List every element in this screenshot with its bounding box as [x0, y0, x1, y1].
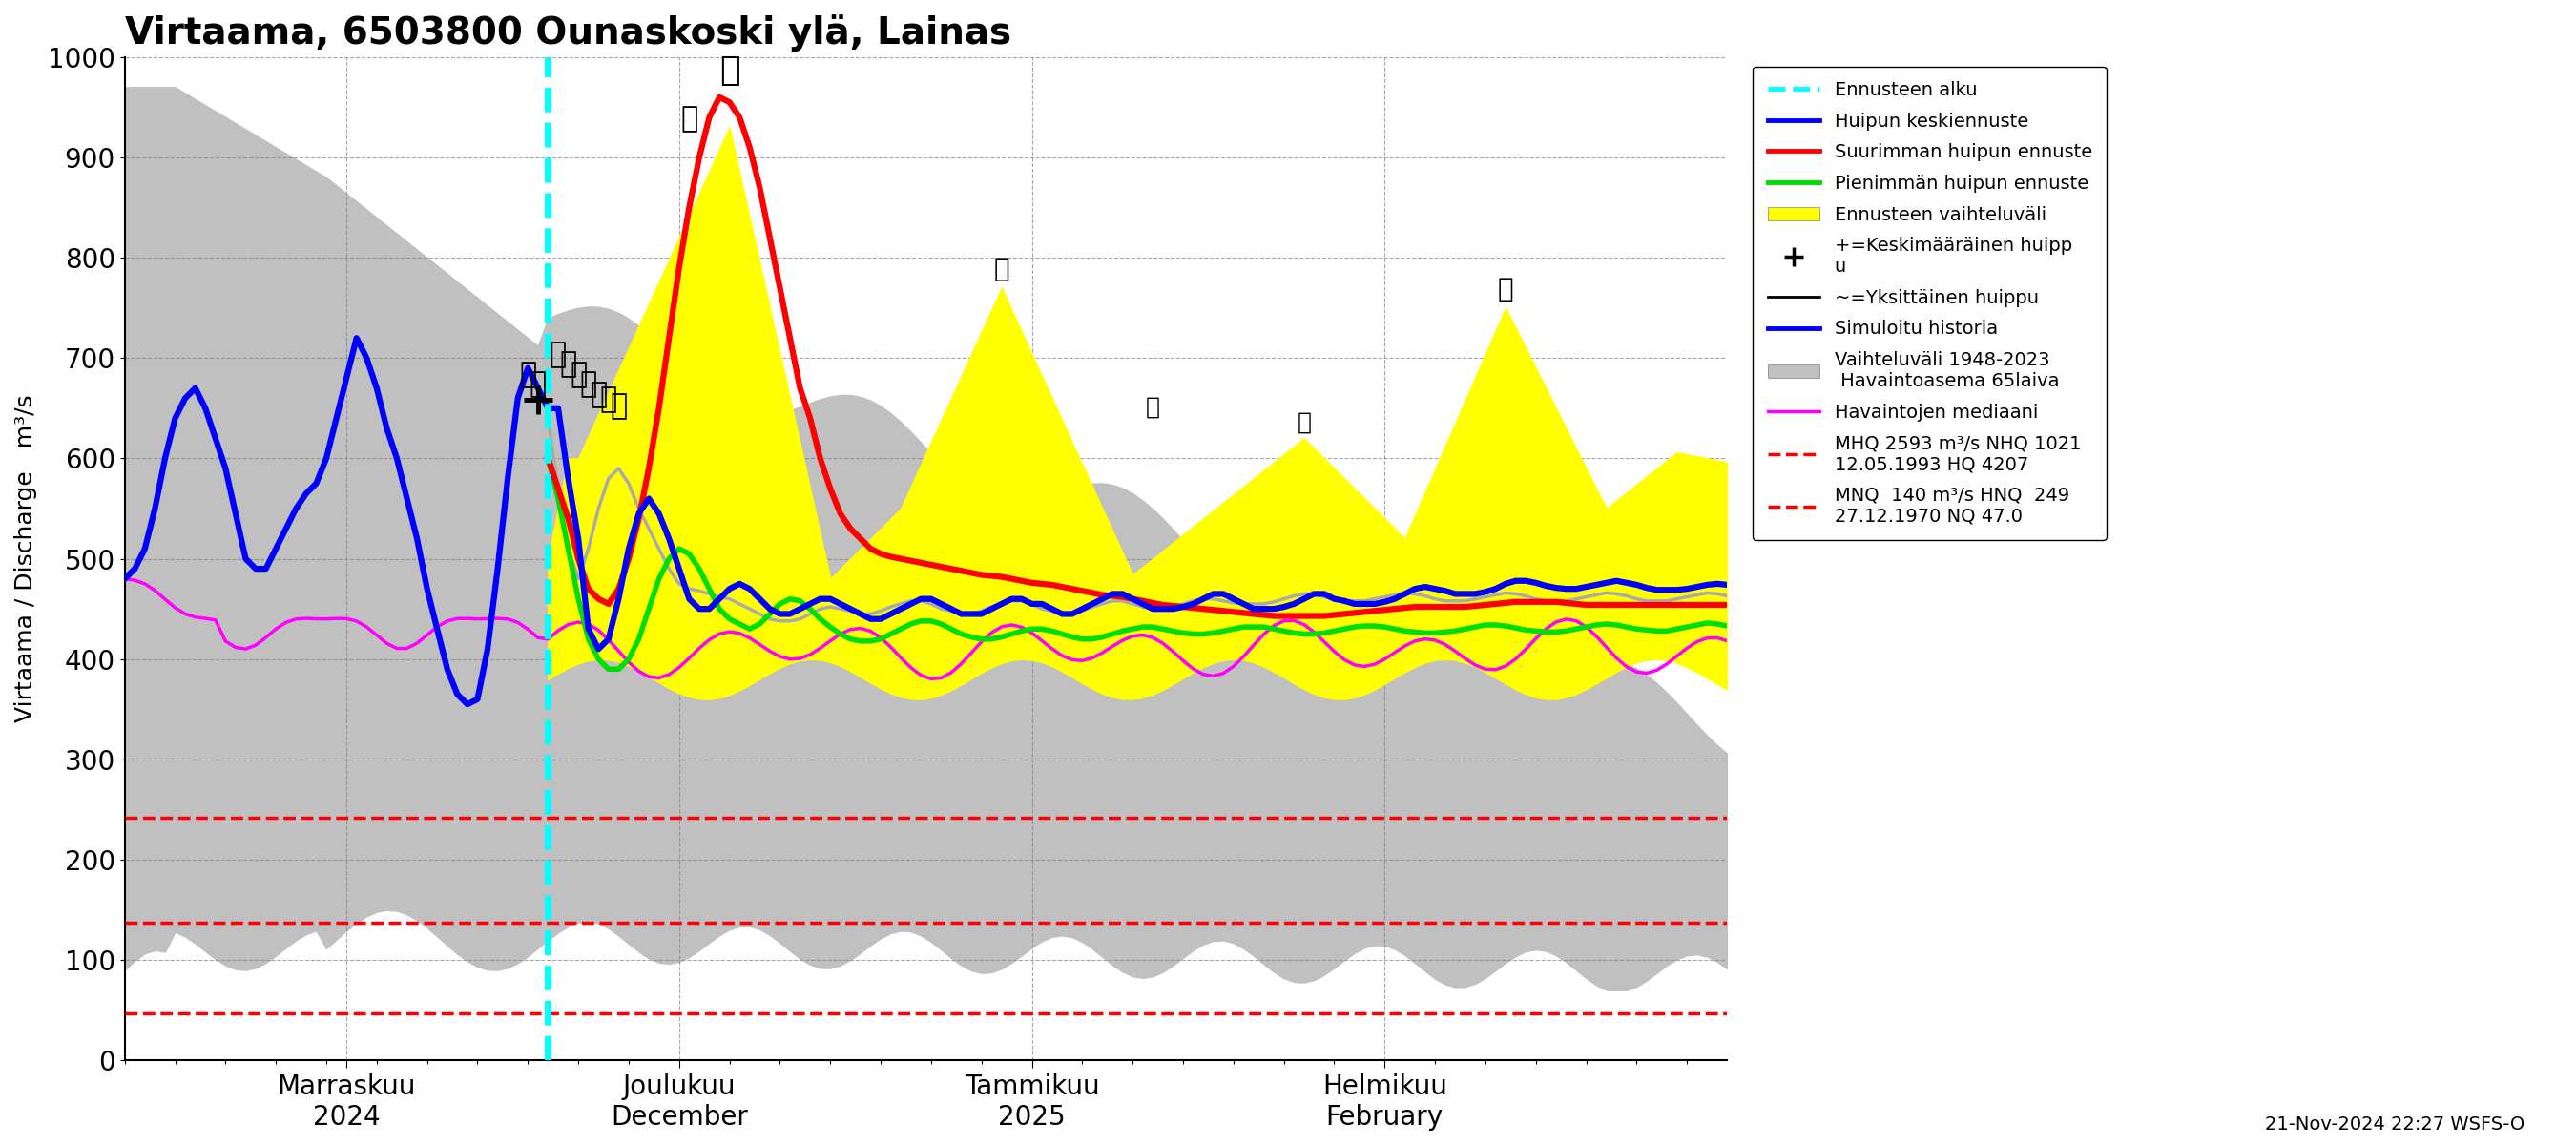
Text: ⌢: ⌢: [1497, 276, 1515, 303]
Text: ⌢: ⌢: [520, 361, 536, 388]
Y-axis label: Virtaama / Discharge   m³/s: Virtaama / Discharge m³/s: [15, 395, 36, 722]
Text: ⌢: ⌢: [611, 393, 629, 420]
Text: ⌢: ⌢: [600, 386, 618, 413]
Text: ⌢: ⌢: [569, 361, 587, 388]
Text: Virtaama, 6503800 Ounaskoski ylä, Lainas: Virtaama, 6503800 Ounaskoski ylä, Lainas: [124, 14, 1012, 52]
Text: ⌢: ⌢: [580, 371, 598, 398]
Text: 21-Nov-2024 22:27 WSFS-O: 21-Nov-2024 22:27 WSFS-O: [2264, 1115, 2524, 1134]
Text: ⌢: ⌢: [549, 340, 567, 368]
Text: ⌢: ⌢: [719, 55, 739, 87]
Text: ⌢: ⌢: [1146, 395, 1159, 418]
Text: ⌢: ⌢: [528, 371, 546, 398]
Legend: Ennusteen alku, Huipun keskiennuste, Suurimman huipun ennuste, Pienimmän huipun : Ennusteen alku, Huipun keskiennuste, Suu…: [1752, 66, 2107, 540]
Text: ⌢: ⌢: [994, 256, 1010, 283]
Text: ⌢: ⌢: [680, 104, 698, 133]
Text: ⌢: ⌢: [590, 380, 608, 409]
Text: ⌢: ⌢: [559, 350, 577, 378]
Text: ⌢: ⌢: [1296, 410, 1311, 433]
